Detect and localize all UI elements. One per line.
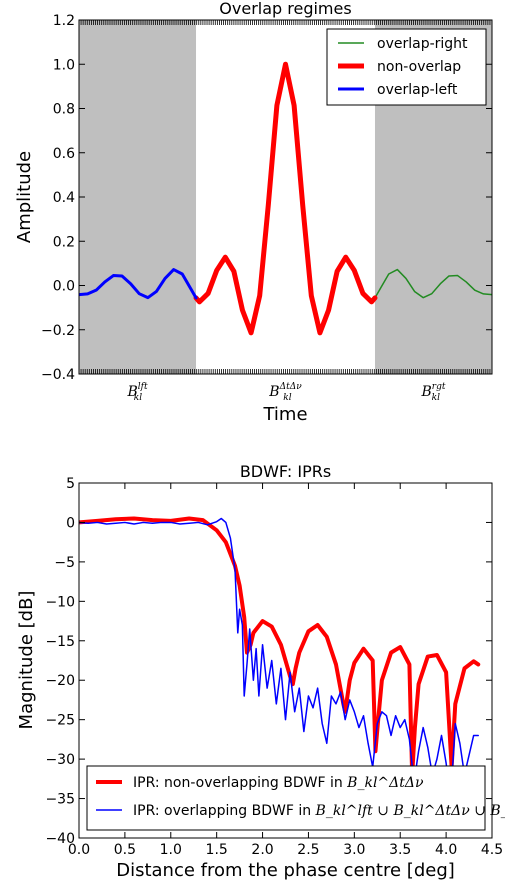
series-line-non-overlap [193, 61, 378, 336]
y-tick-label: 1.0 [53, 57, 75, 73]
y-tick-label: −0.2 [41, 323, 75, 339]
y-tick-label: 0.8 [53, 102, 75, 118]
top-legend: overlap-right non-overlap overlap-left [326, 28, 487, 106]
bottom-series-group [79, 516, 481, 800]
bottom-y-axis-title: Magnitude [dB] [16, 591, 37, 730]
y-tick-label: −30 [45, 752, 75, 768]
top-x-minor-ticks [78, 20, 493, 374]
top-chart-title: Overlap regimes [219, 0, 351, 18]
y-tick-label: −20 [45, 673, 75, 689]
x-tick-label: 1.0 [160, 842, 182, 858]
x-tick-label: 0.0 [68, 842, 90, 858]
bottom-legend: IPR: non-overlapping BDWF in B_kl^ΔtΔν I… [86, 765, 505, 831]
top-region-labels: Blft kl BΔtΔν kl Brgt kl [126, 382, 445, 403]
x-tick-label: 0.5 [114, 842, 136, 858]
bottom-legend-label: IPR: overlapping BDWF in B_kl^lft ∪ B_kl… [133, 803, 505, 819]
x-tick-label: 3.5 [389, 842, 411, 858]
bottom-x-ticks: 0.0 0.5 1.0 1.5 2.0 2.5 3.0 3.5 4.0 4.5 [68, 483, 503, 858]
series-line-overlap-right [374, 268, 492, 299]
bottom-plot-frame [78, 482, 493, 839]
top-x-axis-title: Time [262, 404, 307, 425]
top-y-ticks: −0.4 −0.2 0.0 0.2 0.4 0.6 0.8 1.0 1.2 [41, 13, 492, 383]
y-tick-label: −35 [45, 792, 75, 808]
bottom-chart-title: BDWF: IPRs [240, 462, 331, 481]
top-legend-label: overlap-right [377, 36, 468, 52]
top-legend-label: overlap-left [377, 82, 458, 98]
y-tick-label: 0.4 [53, 190, 75, 206]
bottom-legend-label-prefix: IPR: overlapping BDWF in [133, 803, 316, 819]
y-tick-label: −5 [54, 555, 75, 571]
bottom-x-axis-title: Distance from the phase centre [deg] [116, 860, 455, 881]
x-tick-label: 1.5 [206, 842, 228, 858]
x-tick-label: 3.0 [343, 842, 365, 858]
bottom-y-ticks: 5 0 −5 −10 −15 −20 −25 −30 −35 −40 [45, 476, 492, 847]
y-tick-label: 5 [66, 476, 75, 492]
series-line-overlap-left [79, 268, 198, 300]
bottom-legend-label-prefix: IPR: non-overlapping BDWF in [133, 775, 347, 791]
y-tick-label: 1.2 [53, 13, 75, 29]
x-tick-label: 2.0 [251, 842, 273, 858]
y-tick-label: −15 [45, 634, 75, 650]
region-label: Brgt kl [420, 382, 445, 403]
series-line-overlapping [79, 517, 479, 800]
y-tick-label: 0 [66, 515, 75, 531]
bottom-legend-label-math: B_kl^ΔtΔν [346, 775, 424, 791]
y-tick-label: 0.2 [53, 234, 75, 250]
bottom-legend-label: IPR: non-overlapping BDWF in B_kl^ΔtΔν [133, 775, 424, 791]
top-legend-label: non-overlap [377, 59, 461, 75]
region-label: Blft kl [126, 382, 148, 403]
series-line-non-overlapping [79, 516, 481, 777]
y-tick-label: 0.0 [53, 279, 75, 295]
x-tick-label: 4.5 [481, 842, 503, 858]
y-tick-label: 0.6 [53, 146, 75, 162]
bottom-chart: BDWF: IPRs 5 0 −5 −10 −15 −20 −25 −30 −35 −40 0.0… [16, 462, 505, 881]
top-y-axis-title: Amplitude [14, 151, 35, 243]
y-tick-label: −40 [45, 831, 75, 847]
region-label: BΔtΔν kl [268, 382, 302, 403]
shaded-region [79, 20, 197, 374]
y-tick-label: −10 [45, 594, 75, 610]
top-chart: Overlap regimes −0.4 −0.2 0.0 0.2 0.4 0.6 0.8 1… [14, 0, 493, 425]
bottom-legend-box [86, 765, 486, 831]
x-tick-label: 2.5 [297, 842, 319, 858]
bottom-legend-label-math: B_kl^lft ∪ B_kl^ΔtΔν ∪ B_kl^rgt [315, 803, 505, 819]
x-tick-label: 4.0 [435, 842, 457, 858]
y-tick-label: −25 [45, 713, 75, 729]
top-series-group [79, 61, 492, 336]
y-tick-label: −0.4 [41, 367, 75, 383]
